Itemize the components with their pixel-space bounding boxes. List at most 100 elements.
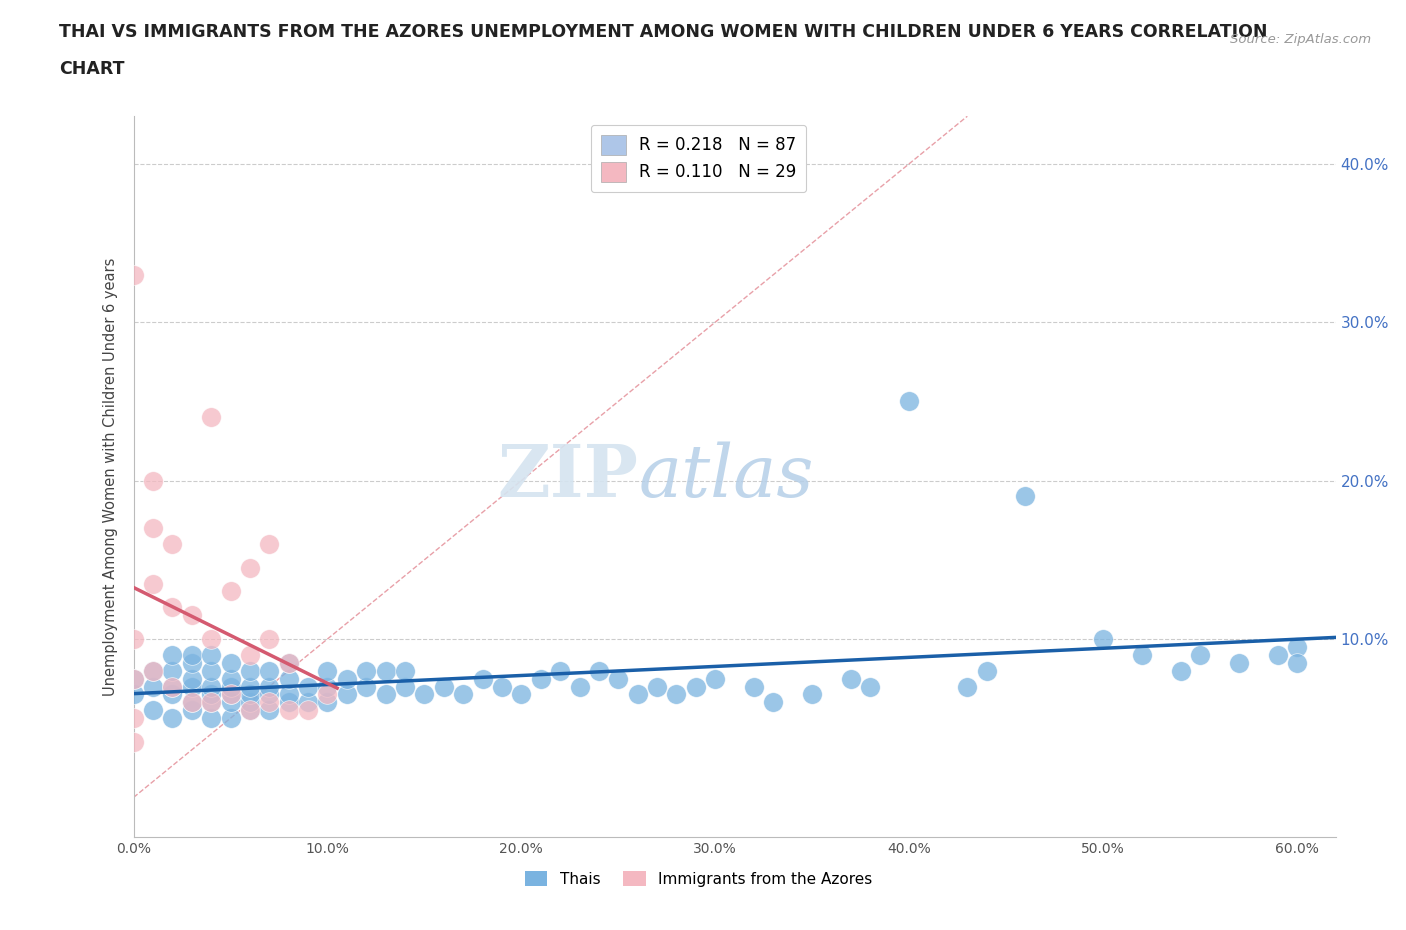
Point <box>374 663 396 678</box>
Point <box>704 671 727 686</box>
Point <box>259 687 281 702</box>
Point <box>180 647 202 662</box>
Point <box>219 687 242 702</box>
Point <box>316 687 339 702</box>
Point <box>839 671 862 686</box>
Point <box>180 679 202 694</box>
Text: Source: ZipAtlas.com: Source: ZipAtlas.com <box>1230 33 1371 46</box>
Point <box>219 656 242 671</box>
Point <box>162 687 184 702</box>
Point <box>200 695 222 710</box>
Point <box>259 663 281 678</box>
Point <box>200 647 222 662</box>
Point <box>548 663 571 678</box>
Point <box>316 695 339 710</box>
Point <box>297 679 319 694</box>
Point <box>354 679 377 694</box>
Point <box>277 656 299 671</box>
Point <box>162 647 184 662</box>
Point <box>1285 656 1308 671</box>
Point <box>394 663 416 678</box>
Point <box>627 687 650 702</box>
Point <box>219 695 242 710</box>
Point <box>762 695 785 710</box>
Point <box>219 687 242 702</box>
Point <box>219 679 242 694</box>
Point <box>491 679 513 694</box>
Point <box>200 679 222 694</box>
Point <box>239 679 262 694</box>
Point <box>239 560 262 575</box>
Point <box>142 663 165 678</box>
Point <box>588 663 610 678</box>
Point <box>645 679 668 694</box>
Point <box>742 679 765 694</box>
Point <box>142 663 165 678</box>
Point <box>859 679 882 694</box>
Point <box>1285 640 1308 655</box>
Point <box>685 679 707 694</box>
Point <box>122 735 145 750</box>
Point <box>162 711 184 725</box>
Point <box>122 687 145 702</box>
Point <box>200 663 222 678</box>
Point <box>162 537 184 551</box>
Point <box>239 703 262 718</box>
Point <box>142 679 165 694</box>
Point <box>180 671 202 686</box>
Point <box>259 703 281 718</box>
Point <box>277 703 299 718</box>
Point <box>122 671 145 686</box>
Point <box>1130 647 1153 662</box>
Point <box>665 687 688 702</box>
Point <box>200 695 222 710</box>
Point <box>219 711 242 725</box>
Point <box>142 703 165 718</box>
Legend: Thais, Immigrants from the Azores: Thais, Immigrants from the Azores <box>517 863 880 895</box>
Point <box>259 537 281 551</box>
Point <box>142 473 165 488</box>
Point <box>510 687 533 702</box>
Point <box>568 679 591 694</box>
Point <box>277 656 299 671</box>
Point <box>200 631 222 646</box>
Point <box>1014 489 1036 504</box>
Point <box>394 679 416 694</box>
Point <box>180 695 202 710</box>
Point <box>297 703 319 718</box>
Point <box>259 695 281 710</box>
Point <box>200 687 222 702</box>
Point <box>607 671 630 686</box>
Point <box>277 695 299 710</box>
Point <box>200 410 222 425</box>
Point <box>1227 656 1250 671</box>
Point <box>1170 663 1192 678</box>
Point <box>200 711 222 725</box>
Point <box>180 656 202 671</box>
Point <box>162 679 184 694</box>
Point <box>354 663 377 678</box>
Point <box>336 671 359 686</box>
Point <box>898 394 921 409</box>
Point <box>433 679 456 694</box>
Point <box>122 631 145 646</box>
Point <box>219 671 242 686</box>
Point <box>122 671 145 686</box>
Point <box>180 695 202 710</box>
Point <box>180 608 202 623</box>
Point <box>801 687 824 702</box>
Point <box>239 695 262 710</box>
Point <box>451 687 474 702</box>
Point <box>530 671 553 686</box>
Point <box>1092 631 1115 646</box>
Point <box>316 679 339 694</box>
Point <box>471 671 494 686</box>
Text: ZIP: ZIP <box>498 441 638 512</box>
Text: atlas: atlas <box>638 442 814 512</box>
Point <box>162 600 184 615</box>
Point <box>142 521 165 536</box>
Point <box>219 584 242 599</box>
Point <box>239 663 262 678</box>
Point <box>239 647 262 662</box>
Point <box>142 576 165 591</box>
